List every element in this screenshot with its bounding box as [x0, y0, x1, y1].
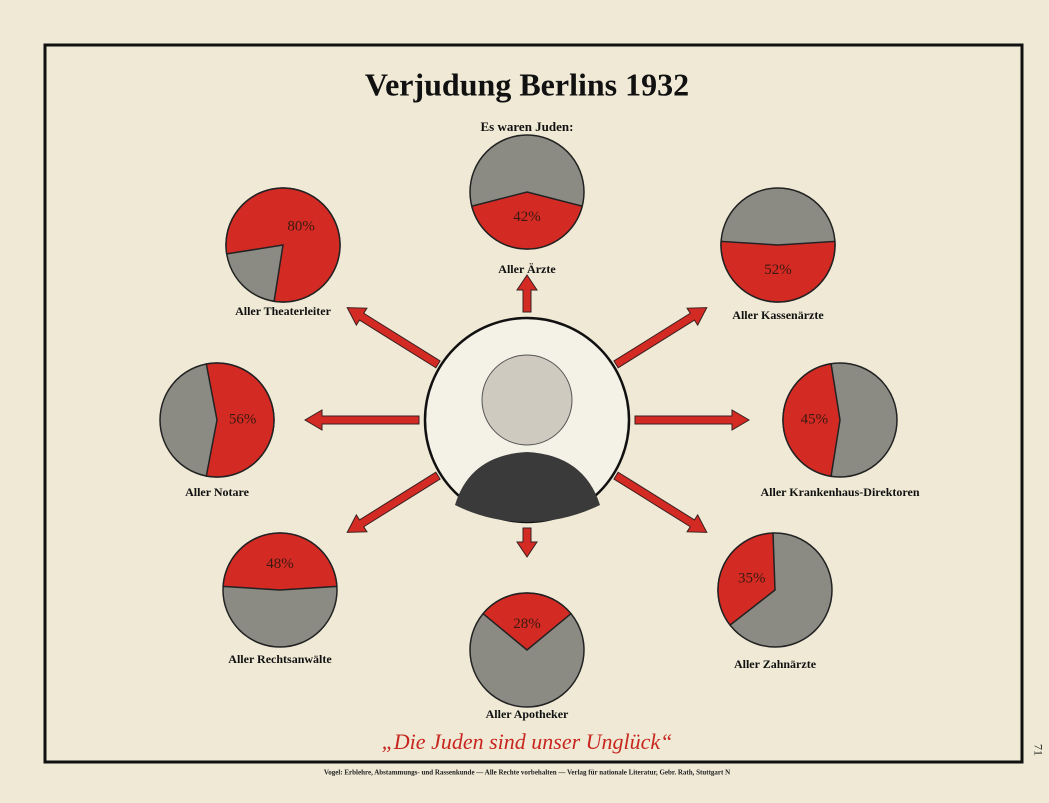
value-label: 48% [266, 556, 294, 572]
pie-title: Aller Theaterleiter [235, 304, 332, 318]
value-label: 56% [229, 411, 257, 427]
page: Verjudung Berlins 1932 Es waren Juden: „… [0, 0, 1049, 798]
title: Verjudung Berlins 1932 [365, 66, 689, 102]
value-label: 28% [513, 616, 541, 632]
value-label: 42% [513, 209, 541, 225]
publisher-line: Vogel: Erblehre, Abstammungs- und Rassen… [324, 769, 730, 777]
value-label: 45% [801, 411, 829, 427]
pie-title: Aller Zahnärzte [734, 657, 817, 671]
subtitle: Es waren Juden: [481, 119, 574, 134]
slogan: „Die Juden sind unser Unglück“ [382, 729, 673, 754]
poster: Verjudung Berlins 1932 Es waren Juden: „… [0, 0, 1049, 798]
page-number: 71 [1031, 744, 1045, 756]
value-label: 35% [738, 571, 766, 587]
pie-title: Aller Apotheker [486, 707, 569, 721]
value-label: 80% [287, 218, 315, 234]
pie-title: Aller Notare [185, 485, 250, 499]
portrait [425, 318, 629, 522]
pie-title: Aller Kassenärzte [732, 308, 824, 322]
pie-title: Aller Ärzte [498, 262, 556, 276]
pie-title: Aller Rechtsanwälte [228, 652, 332, 666]
pie-title: Aller Krankenhaus-Direktoren [760, 485, 919, 499]
value-label: 52% [764, 262, 792, 278]
